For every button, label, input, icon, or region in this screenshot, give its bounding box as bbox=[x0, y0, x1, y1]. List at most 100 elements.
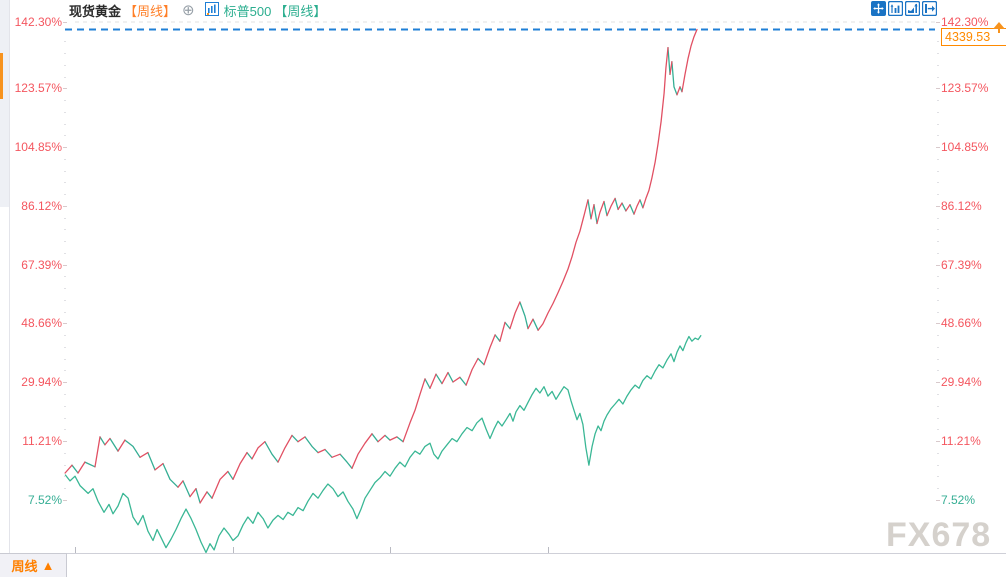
sp500-series-path bbox=[64, 334, 702, 554]
y-axis-minor-tick bbox=[937, 217, 939, 219]
mini-candle-chart-icon bbox=[204, 1, 219, 19]
y-axis-tick-mark bbox=[63, 21, 67, 23]
y-axis-tick-mark bbox=[936, 440, 940, 442]
legend-sp500-name[interactable]: 标普500 bbox=[223, 3, 272, 19]
y-axis-minor-tick bbox=[937, 394, 939, 395]
y-axis-minor-tick bbox=[64, 394, 66, 395]
legend-sp500-period[interactable]: 【周线】 bbox=[274, 3, 327, 19]
y-axis-minor-tick bbox=[64, 158, 66, 160]
y-axis-minor-tick bbox=[937, 464, 939, 466]
y-axis-minor-tick bbox=[64, 135, 66, 137]
y-axis-minor-tick bbox=[937, 100, 939, 101]
y-axis-minor-tick bbox=[937, 252, 939, 254]
y-axis-minor-tick bbox=[937, 182, 939, 184]
y-axis-minor-tick bbox=[64, 241, 66, 243]
y-axis-minor-tick bbox=[64, 276, 66, 278]
y-axis-tick-mark bbox=[63, 499, 67, 501]
y-axis-tick-mark bbox=[63, 382, 67, 384]
legend-gold-name[interactable]: 现货黄金 bbox=[69, 3, 122, 19]
y-axis-tick-label-left: 142.30% bbox=[14, 14, 62, 29]
y-axis-tick-mark bbox=[63, 264, 67, 266]
y-axis-tick-mark bbox=[63, 323, 67, 325]
y-axis-tick-label-left: 11.21% bbox=[22, 433, 62, 448]
y-axis-tick-mark bbox=[936, 382, 940, 384]
y-axis-tick-label-left: 86.12% bbox=[21, 198, 62, 213]
y-axis-minor-tick bbox=[937, 335, 939, 337]
y-axis-minor-tick bbox=[937, 229, 939, 231]
y-axis-tick-label-right: 67.39% bbox=[941, 257, 982, 272]
exit-chart-icon[interactable] bbox=[921, 0, 938, 17]
left-scrollbar-thumb[interactable] bbox=[0, 53, 3, 99]
y-axis-minor-tick bbox=[64, 100, 66, 101]
y-axis-tick-mark bbox=[936, 323, 940, 325]
y-axis-minor-tick bbox=[64, 170, 66, 172]
y-axis-minor-tick bbox=[937, 429, 939, 431]
y-axis-tick-label-right: 104.85% bbox=[941, 140, 989, 155]
y-axis-tick-label-right: 29.94% bbox=[941, 375, 982, 390]
x-axis-tick-mark bbox=[390, 547, 391, 553]
y-axis-minor-tick bbox=[937, 170, 939, 172]
period-label: 周线 bbox=[11, 559, 38, 574]
x-axis-bar bbox=[0, 553, 1006, 577]
y-axis-minor-tick bbox=[64, 194, 66, 196]
y-axis-minor-tick bbox=[64, 429, 66, 431]
period-selector[interactable]: 周线 ▲ bbox=[0, 553, 67, 577]
y-axis-minor-tick bbox=[64, 288, 66, 290]
y-axis-minor-tick bbox=[937, 299, 939, 301]
chart-toolbar bbox=[871, 0, 938, 17]
x-axis-tick-mark bbox=[232, 547, 234, 553]
y-axis-tick-mark bbox=[63, 205, 67, 207]
y-axis-tick-label-left: 67.39% bbox=[21, 257, 62, 272]
y-axis-minor-tick bbox=[64, 123, 66, 125]
y-axis-minor-tick bbox=[64, 76, 66, 78]
y-axis-minor-tick bbox=[64, 358, 66, 360]
y-axis-tick-label-right: 142.30% bbox=[941, 14, 989, 29]
y-axis-minor-tick bbox=[64, 417, 66, 419]
y-axis-minor-tick bbox=[937, 135, 939, 137]
compare-add-icon[interactable]: ⊕ bbox=[182, 1, 195, 19]
y-axis-minor-tick bbox=[937, 370, 939, 372]
y-axis-tick-label-left: 123.57% bbox=[14, 81, 62, 96]
y-axis-minor-tick bbox=[64, 252, 66, 254]
y-axis-minor-tick bbox=[937, 123, 939, 125]
period-arrow-icon: ▲ bbox=[41, 558, 55, 573]
y-axis-minor-tick bbox=[937, 53, 939, 54]
x-axis-tick-mark bbox=[547, 547, 549, 553]
y-axis-minor-tick bbox=[937, 476, 939, 478]
y-axis-scale-icon[interactable] bbox=[887, 0, 904, 17]
y-axis-minor-tick bbox=[64, 311, 66, 313]
move-tool-icon[interactable] bbox=[871, 1, 886, 16]
y-axis-tick-label-right: 48.66% bbox=[941, 316, 982, 331]
y-axis-tick-label-right: 11.21% bbox=[941, 433, 981, 448]
y-axis-minor-tick bbox=[937, 64, 939, 66]
auto-fit-scale-icon[interactable] bbox=[904, 0, 921, 17]
y-axis-minor-tick bbox=[64, 53, 66, 54]
y-axis-minor-tick bbox=[64, 111, 66, 113]
y-axis-tick-mark bbox=[936, 88, 940, 90]
y-axis-tick-mark bbox=[63, 440, 67, 442]
y-axis-minor-tick bbox=[937, 76, 939, 78]
y-axis-tick-mark bbox=[936, 205, 940, 207]
y-axis-tick-mark bbox=[936, 147, 940, 149]
y-axis-tick-label-right: 7.52% bbox=[941, 492, 976, 507]
y-axis-minor-tick bbox=[64, 41, 66, 43]
y-axis-minor-tick bbox=[937, 452, 939, 454]
y-axis-tick-label-left: 7.52% bbox=[27, 492, 62, 507]
y-axis-minor-tick bbox=[64, 335, 66, 337]
y-axis-minor-tick bbox=[937, 276, 939, 278]
price-up-arrow-icon bbox=[993, 22, 1005, 29]
y-axis-minor-tick bbox=[64, 182, 66, 184]
gold-series-path-up bbox=[64, 28, 698, 504]
y-axis-minor-tick bbox=[64, 464, 66, 466]
legend-gold-period[interactable]: 【周线】 bbox=[124, 3, 177, 19]
y-axis-tick-mark bbox=[936, 264, 940, 266]
y-axis-minor-tick bbox=[64, 452, 66, 454]
y-axis-minor-tick bbox=[937, 288, 939, 290]
y-axis-minor-tick bbox=[64, 370, 66, 372]
y-axis-minor-tick bbox=[937, 111, 939, 113]
y-axis-minor-tick bbox=[937, 488, 939, 489]
y-axis-minor-tick bbox=[937, 346, 939, 348]
y-axis-minor-tick bbox=[937, 405, 939, 407]
x-axis-tick-mark bbox=[75, 547, 76, 553]
